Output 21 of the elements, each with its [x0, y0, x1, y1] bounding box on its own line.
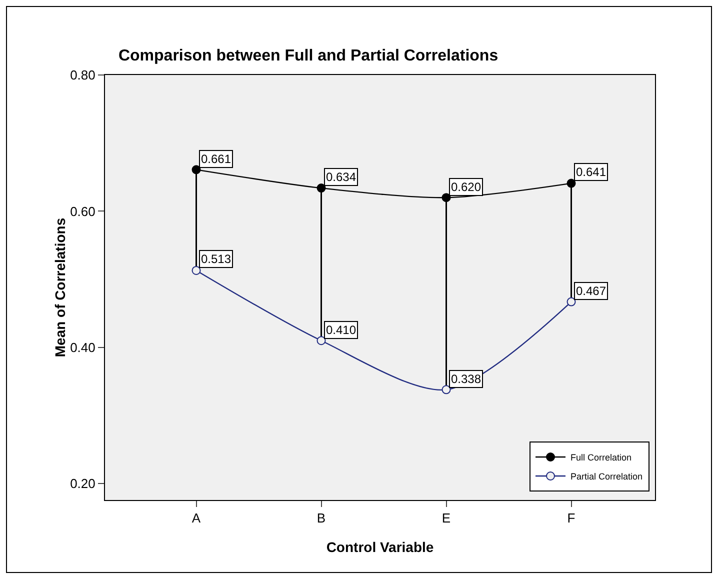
data-label: 0.641: [576, 165, 606, 179]
x-tick-label: F: [567, 510, 576, 526]
chart-title: Comparison between Full and Partial Correlations: [118, 48, 498, 65]
data-label: 0.467: [576, 284, 606, 298]
data-label: 0.620: [451, 180, 482, 194]
y-tick-label: 0.60: [70, 204, 96, 219]
legend-label: Partial Correlation: [570, 472, 643, 482]
x-axis-title: Control Variable: [326, 539, 434, 555]
x-tick-label: A: [192, 510, 201, 526]
y-tick-label: 0.80: [70, 68, 96, 83]
data-label: 0.513: [201, 252, 232, 266]
legend-label: Full Correlation: [570, 452, 632, 463]
x-tick-label: E: [442, 510, 451, 526]
y-axis-title: Mean of Correlations: [52, 218, 68, 358]
data-label: 0.338: [451, 372, 482, 386]
y-tick-label: 0.40: [70, 340, 96, 355]
data-label: 0.661: [201, 152, 232, 166]
data-label: 0.634: [326, 170, 356, 184]
data-label: 0.410: [326, 323, 356, 337]
y-tick-label: 0.20: [70, 476, 96, 492]
x-tick-label: B: [316, 510, 326, 526]
